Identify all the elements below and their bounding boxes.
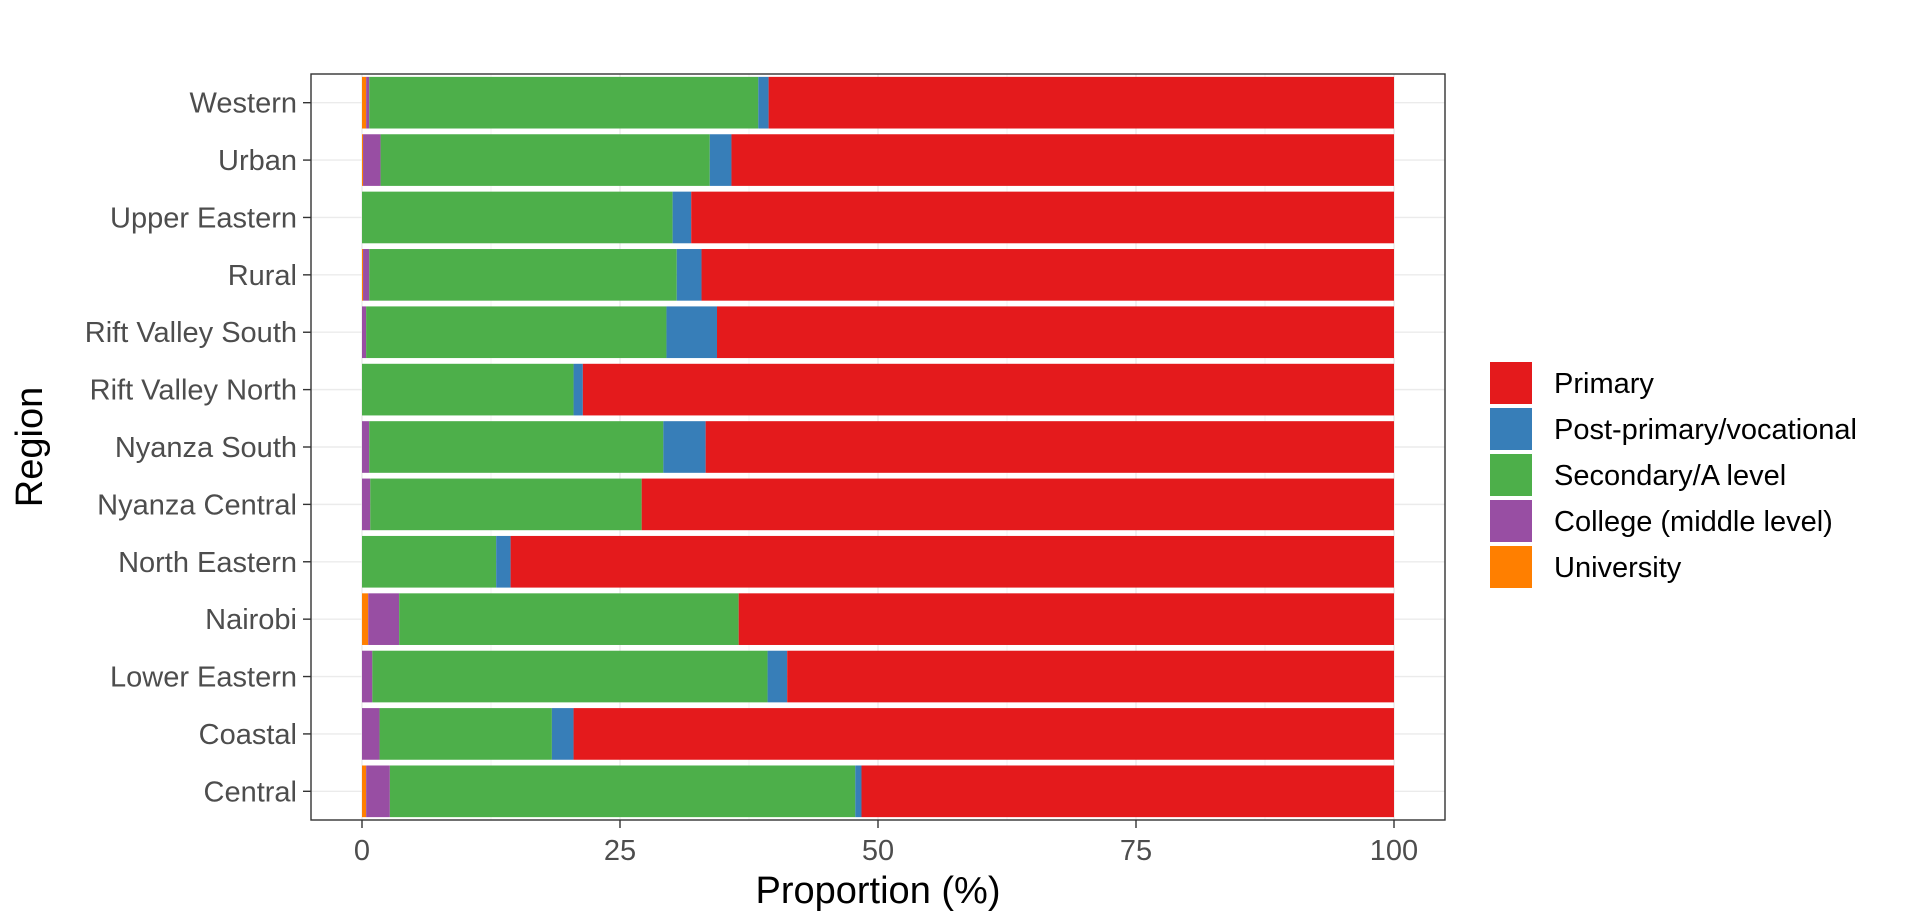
legend-label: College (middle level): [1554, 506, 1833, 538]
bar-segment: [366, 76, 370, 129]
bar-segment: [709, 134, 732, 186]
bar-segment: [362, 765, 367, 818]
legend-key: [1490, 408, 1532, 450]
bar-segment: [787, 650, 1394, 703]
bar-segment: [767, 650, 788, 703]
x-axis-title: Proportion (%): [756, 870, 1001, 912]
legend-label: Secondary/A level: [1554, 460, 1786, 492]
bar-segment: [366, 306, 667, 359]
bar-segment: [738, 593, 1394, 645]
bar-segment: [363, 134, 381, 186]
legend: Primary Post-primary/vocational Secondary/…: [1490, 362, 1857, 588]
bar-segment: [366, 765, 390, 818]
x-tick-label: 50: [862, 835, 894, 867]
bar-segment: [641, 478, 1394, 531]
bar-segment: [372, 650, 768, 703]
bar-segment: [380, 134, 710, 186]
y-tick-label: Rift Valley North: [90, 375, 297, 407]
bar-segment: [582, 363, 1394, 416]
bar-segment: [573, 708, 1394, 760]
bar-segment: [399, 593, 739, 645]
bar-segment: [363, 249, 370, 301]
bar-segment: [510, 535, 1394, 588]
bar-segment: [717, 306, 1394, 359]
bar-segment: [362, 76, 367, 129]
bar-segment: [362, 306, 367, 359]
legend-label: Primary: [1554, 368, 1654, 400]
bar-segment: [705, 421, 1394, 473]
bar-segment: [573, 363, 583, 416]
x-tick-label: 25: [604, 835, 636, 867]
bar-segment: [551, 708, 574, 760]
y-tick-label: Urban: [218, 145, 297, 177]
bar-segment: [362, 650, 373, 703]
bar-segment: [362, 478, 371, 531]
bar-segment: [362, 535, 497, 588]
bar-segment: [362, 134, 364, 186]
x-tick-label: 0: [354, 835, 370, 867]
y-tick-label: Upper Eastern: [110, 202, 297, 234]
bar-segment: [368, 593, 400, 645]
bar-segment: [672, 191, 692, 244]
bar-segment: [855, 765, 862, 818]
bar-segment: [676, 249, 702, 301]
y-tick-label: Coastal: [199, 719, 297, 751]
x-axis: 0 25 50 75 100: [354, 820, 1418, 867]
bar-segment: [369, 76, 759, 129]
legend-key: [1490, 454, 1532, 496]
legend-key: [1490, 500, 1532, 542]
legend-label: University: [1554, 552, 1682, 584]
bar-segment: [362, 708, 380, 760]
x-tick-label: 75: [1120, 835, 1152, 867]
bar-segment: [861, 765, 1394, 818]
y-tick-label: Central: [204, 776, 298, 808]
bar-segment: [362, 593, 369, 645]
y-axis: Western Urban Upper Eastern Rural Rift Valle…: [85, 88, 311, 808]
bar-segment: [496, 535, 511, 588]
bar-segment: [370, 478, 642, 531]
bars-layer: [362, 76, 1394, 818]
bar-segment: [663, 421, 706, 473]
y-tick-label: Nyanza Central: [97, 489, 297, 521]
bar-segment: [768, 76, 1394, 129]
y-tick-label: North Eastern: [118, 547, 297, 579]
bar-segment: [731, 134, 1394, 186]
legend-label: Post-primary/vocational: [1554, 414, 1857, 446]
bar-segment: [369, 421, 664, 473]
bar-segment: [369, 249, 677, 301]
bar-segment: [701, 249, 1394, 301]
legend-key: [1490, 546, 1532, 588]
y-tick-label: Nyanza South: [115, 432, 297, 464]
bar-segment: [691, 191, 1394, 244]
x-tick-label: 100: [1370, 835, 1418, 867]
bar-segment: [362, 363, 574, 416]
y-axis-title: Region: [9, 387, 51, 507]
legend-key: [1490, 362, 1532, 404]
bar-segment: [758, 76, 769, 129]
y-tick-label: Nairobi: [205, 604, 297, 636]
bar-segment: [666, 306, 718, 359]
bar-segment: [379, 708, 552, 760]
y-tick-label: Rural: [228, 260, 297, 292]
bar-segment: [362, 191, 673, 244]
y-tick-label: Lower Eastern: [110, 662, 297, 694]
y-tick-label: Rift Valley South: [85, 317, 297, 349]
bar-segment: [362, 421, 370, 473]
y-tick-label: Western: [190, 88, 297, 120]
bar-segment: [389, 765, 856, 818]
bar-segment: [362, 249, 364, 301]
